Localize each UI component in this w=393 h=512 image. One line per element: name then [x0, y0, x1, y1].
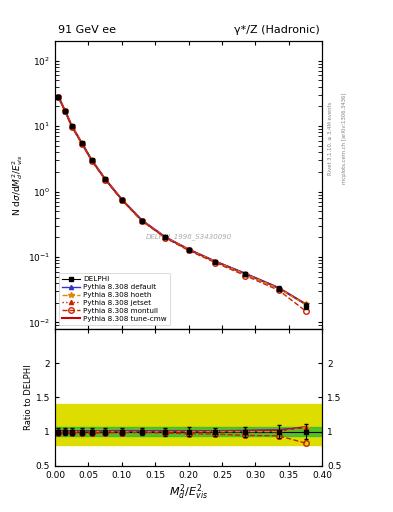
X-axis label: $M^2_d$/$E^2_{vis}$: $M^2_d$/$E^2_{vis}$: [169, 482, 208, 502]
Text: Rivet 3.1.10, ≥ 3.4M events: Rivet 3.1.10, ≥ 3.4M events: [328, 101, 333, 175]
Y-axis label: N d$\sigma$/d$M^2_d$/$E^2_{vis}$: N d$\sigma$/d$M^2_d$/$E^2_{vis}$: [10, 154, 25, 216]
Text: γ*/Z (Hadronic): γ*/Z (Hadronic): [234, 25, 320, 35]
Text: mcplots.cern.ch [arXiv:1306.3436]: mcplots.cern.ch [arXiv:1306.3436]: [342, 93, 347, 184]
Text: 91 GeV ee: 91 GeV ee: [58, 25, 116, 35]
Text: DELPHI_1996_S3430090: DELPHI_1996_S3430090: [145, 233, 232, 240]
Y-axis label: Ratio to DELPHI: Ratio to DELPHI: [24, 365, 33, 430]
Legend: DELPHI, Pythia 8.308 default, Pythia 8.308 hoeth, Pythia 8.308 jetset, Pythia 8.: DELPHI, Pythia 8.308 default, Pythia 8.3…: [59, 273, 171, 325]
